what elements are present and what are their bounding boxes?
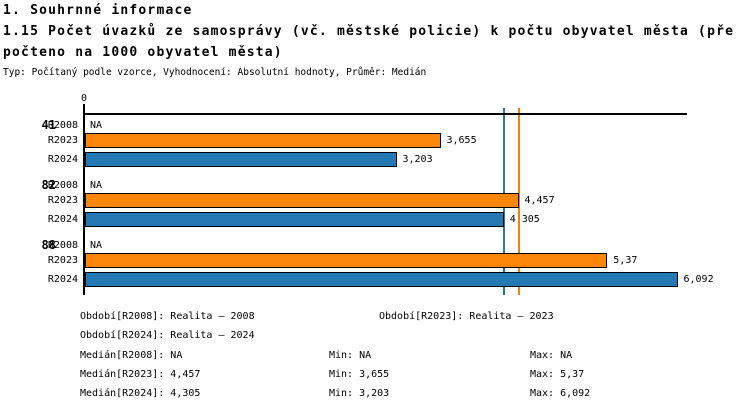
section-title: 1. Souhrnné informace: [3, 3, 193, 18]
legend-min-r2008: Min: NA: [329, 350, 372, 361]
series-label-r2008: R2008: [47, 180, 78, 191]
legend-min-r2024: Min: 3,203: [329, 388, 390, 399]
bar-41-r2024: [85, 152, 397, 167]
legend-max-r2024: Max: 6,092: [530, 388, 591, 399]
legend-median-r2023: Medián[R2023]: 4,457: [80, 369, 201, 380]
indicator-title-line1: 1.15 Počet úvazků ze samosprávy (vč. měs…: [3, 24, 735, 39]
legend-max-r2023: Max: 5,37: [530, 369, 585, 380]
bar-88-r2023: [85, 253, 608, 268]
x-axis-line: [83, 113, 687, 115]
bar-value-label: 4,457: [524, 195, 555, 206]
bar-82-r2024: [85, 212, 504, 227]
series-label-r2024: R2024: [47, 214, 78, 225]
y-axis-line: [83, 104, 85, 295]
bar-88-r2024: [85, 272, 678, 287]
series-label-r2023: R2023: [47, 195, 78, 206]
median-line-r2023: [517, 108, 520, 295]
series-label-r2024: R2024: [47, 154, 78, 165]
legend-min-r2023: Min: 3,655: [329, 369, 390, 380]
na-value-label: NA: [90, 180, 103, 191]
x-axis-origin-tick-label: 0: [80, 93, 88, 104]
series-label-r2024: R2024: [47, 274, 78, 285]
category-label-82: 82: [41, 178, 56, 192]
series-label-r2008: R2008: [47, 240, 78, 251]
legend-period-r2023: Období[R2023]: Realita – 2023: [379, 311, 554, 322]
legend-max-r2008: Max: NA: [530, 350, 573, 361]
series-label-r2023: R2023: [47, 135, 78, 146]
bar-value-label: 5,37: [613, 255, 638, 266]
bar-41-r2023: [85, 133, 441, 148]
bar-value-label: 6,092: [683, 274, 714, 285]
series-label-r2023: R2023: [47, 255, 78, 266]
bar-value-label: 3,655: [446, 135, 477, 146]
category-label-88: 88: [41, 238, 56, 252]
na-value-label: NA: [90, 240, 103, 251]
legend-period-r2024: Období[R2024]: Realita – 2024: [80, 330, 255, 341]
category-label-41: 41: [41, 118, 56, 132]
bar-82-r2023: [85, 193, 519, 208]
indicator-subtitle: Typ: Počítaný podle vzorce, Vyhodnocení:…: [3, 67, 427, 78]
legend-median-r2024: Medián[R2024]: 4,305: [80, 388, 201, 399]
series-label-r2008: R2008: [47, 120, 78, 131]
bar-value-label: 3,203: [402, 154, 433, 165]
bar-chart: 0 41 R2008 NA R2023 3,655 R2024 3,203 82 R2008 NA…: [41, 93, 714, 295]
indicator-title-line2: počteno na 1000 obyvatel města): [3, 45, 283, 60]
bar-value-label: 4,305: [509, 214, 540, 225]
legend-period-r2008: Období[R2008]: Realita – 2008: [80, 311, 255, 322]
legend-median-r2008: Medián[R2008]: NA: [80, 350, 183, 361]
na-value-label: NA: [90, 120, 103, 131]
